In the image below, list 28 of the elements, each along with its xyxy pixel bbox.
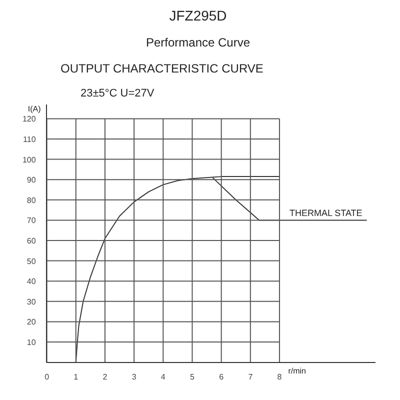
x-axis-title: r/min <box>288 366 306 376</box>
x-tick-label: 4 <box>160 372 166 382</box>
x-tick-label: 3 <box>132 372 137 382</box>
y-tick-label: 10 <box>26 338 36 347</box>
text: JFZ295D <box>169 8 227 24</box>
y-tick-label: 80 <box>26 196 36 205</box>
chart-subtitle: 23±5°C U=27V <box>80 88 155 100</box>
chart-title: OUTPUT CHARACTERISTIC CURVE <box>60 62 264 76</box>
y-tick-label: 50 <box>26 256 36 266</box>
y-tick-label: 90 <box>26 176 36 185</box>
x-tick-label: 7 <box>248 372 254 382</box>
y-axis-title: I(A) <box>28 104 42 114</box>
y-tick-label: 20 <box>26 318 36 327</box>
y-tick-label: 110 <box>23 135 36 144</box>
y-tick-label: 40 <box>26 277 36 286</box>
y-tick-label: 70 <box>26 216 36 226</box>
x-tick-label: 2 <box>102 372 108 382</box>
annotation: THERMAL STATE <box>289 208 362 218</box>
x-tick-label: 1 <box>74 372 79 382</box>
x-tick-label: 5 <box>190 372 196 382</box>
x-tick-label: 0 <box>44 372 50 382</box>
y-tick-label: 120 <box>22 114 36 124</box>
y-tick-label: 30 <box>26 297 36 306</box>
y-tick-label: 100 <box>22 155 36 164</box>
text: Performance Curve <box>146 36 250 50</box>
x-tick-label: 6 <box>219 372 224 382</box>
x-tick-label: 8 <box>277 372 282 382</box>
y-tick-label: 60 <box>26 236 36 246</box>
